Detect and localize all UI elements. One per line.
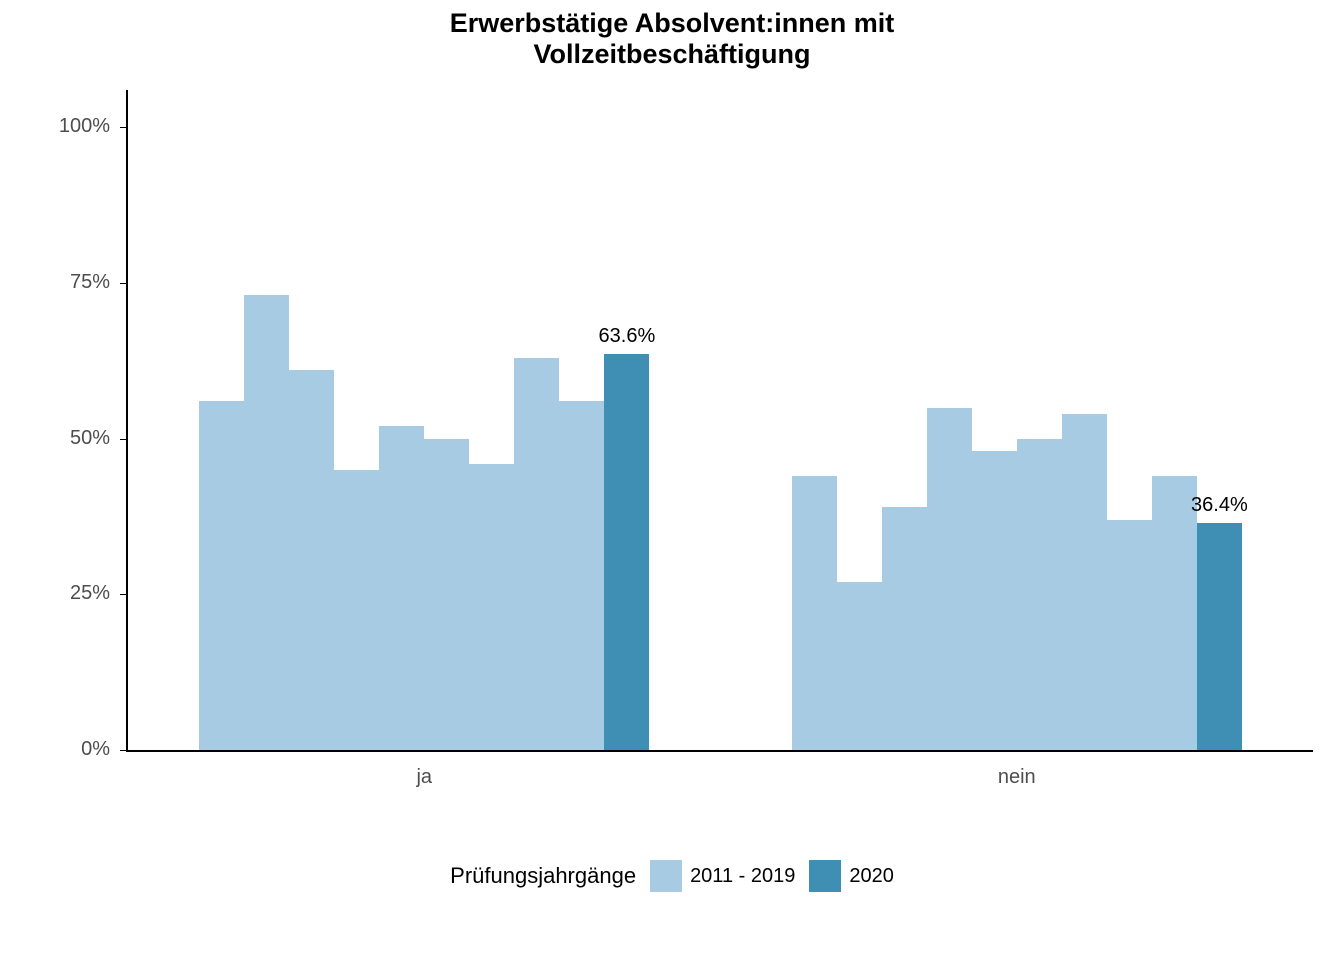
bar <box>289 370 334 750</box>
bar <box>792 476 837 750</box>
y-tick-mark <box>120 439 126 440</box>
legend-label: 2011 - 2019 <box>690 865 795 888</box>
plot-area: 63.6% 36.4% <box>128 90 1313 750</box>
x-category-label: nein <box>917 766 1117 789</box>
y-tick-label: 25% <box>30 582 110 605</box>
bar <box>927 408 972 750</box>
legend-title: Prüfungsjahrgänge <box>450 863 636 889</box>
bar <box>882 507 927 750</box>
bar <box>1017 439 1062 750</box>
y-tick-label: 100% <box>30 115 110 138</box>
y-tick-mark <box>120 283 126 284</box>
legend-label: 2020 <box>849 865 894 888</box>
legend: Prüfungsjahrgänge 2011 - 2019 2020 <box>0 860 1344 892</box>
bar <box>334 470 379 750</box>
bar <box>1062 414 1107 750</box>
chart-title-line2: Vollzeitbeschäftigung <box>533 39 810 69</box>
legend-swatch <box>650 860 682 892</box>
legend-item: 2020 <box>809 860 894 892</box>
y-tick-mark <box>120 750 126 751</box>
y-tick-label: 75% <box>30 271 110 294</box>
bar <box>972 451 1017 750</box>
bar <box>469 464 514 750</box>
chart-container: Erwerbstätige Absolvent:innen mit Vollze… <box>0 0 1344 960</box>
bar <box>244 295 289 750</box>
chart-title: Erwerbstätige Absolvent:innen mit Vollze… <box>0 8 1344 70</box>
bar-value-label: 63.6% <box>582 325 672 348</box>
y-tick-mark <box>120 127 126 128</box>
bar <box>559 401 604 750</box>
y-tick-label: 50% <box>30 427 110 450</box>
bar <box>1107 520 1152 750</box>
y-tick-label: 0% <box>30 738 110 761</box>
bar-value-label: 36.4% <box>1174 494 1264 517</box>
y-tick-mark <box>120 594 126 595</box>
bar <box>1197 523 1242 750</box>
x-axis-line <box>128 750 1313 752</box>
bar <box>199 401 244 750</box>
legend-item: 2011 - 2019 <box>650 860 795 892</box>
bar <box>379 426 424 750</box>
y-axis-line <box>126 90 128 752</box>
chart-title-line1: Erwerbstätige Absolvent:innen mit <box>450 8 895 38</box>
legend-swatch <box>809 860 841 892</box>
bar <box>837 582 882 750</box>
bar <box>424 439 469 750</box>
bar <box>514 358 559 750</box>
x-category-label: ja <box>324 766 524 789</box>
bar <box>604 354 649 750</box>
